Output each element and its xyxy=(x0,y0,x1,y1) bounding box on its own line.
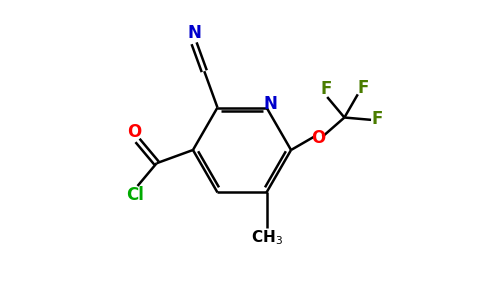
Text: N: N xyxy=(187,24,201,42)
Text: O: O xyxy=(312,129,326,147)
Text: O: O xyxy=(127,123,142,141)
Text: F: F xyxy=(320,80,332,98)
Text: N: N xyxy=(263,95,277,113)
Text: Cl: Cl xyxy=(126,187,144,205)
Text: F: F xyxy=(358,80,369,98)
Text: CH$_3$: CH$_3$ xyxy=(251,228,283,247)
Text: F: F xyxy=(372,110,383,128)
